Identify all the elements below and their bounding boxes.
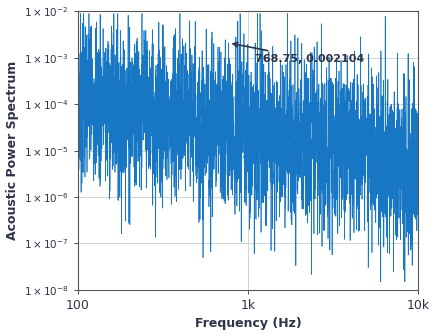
Y-axis label: Acoustic Power Spectrum: Acoustic Power Spectrum (6, 61, 19, 240)
X-axis label: Frequency (Hz): Frequency (Hz) (194, 318, 301, 330)
Text: 768.75, 0.002104: 768.75, 0.002104 (233, 42, 363, 64)
